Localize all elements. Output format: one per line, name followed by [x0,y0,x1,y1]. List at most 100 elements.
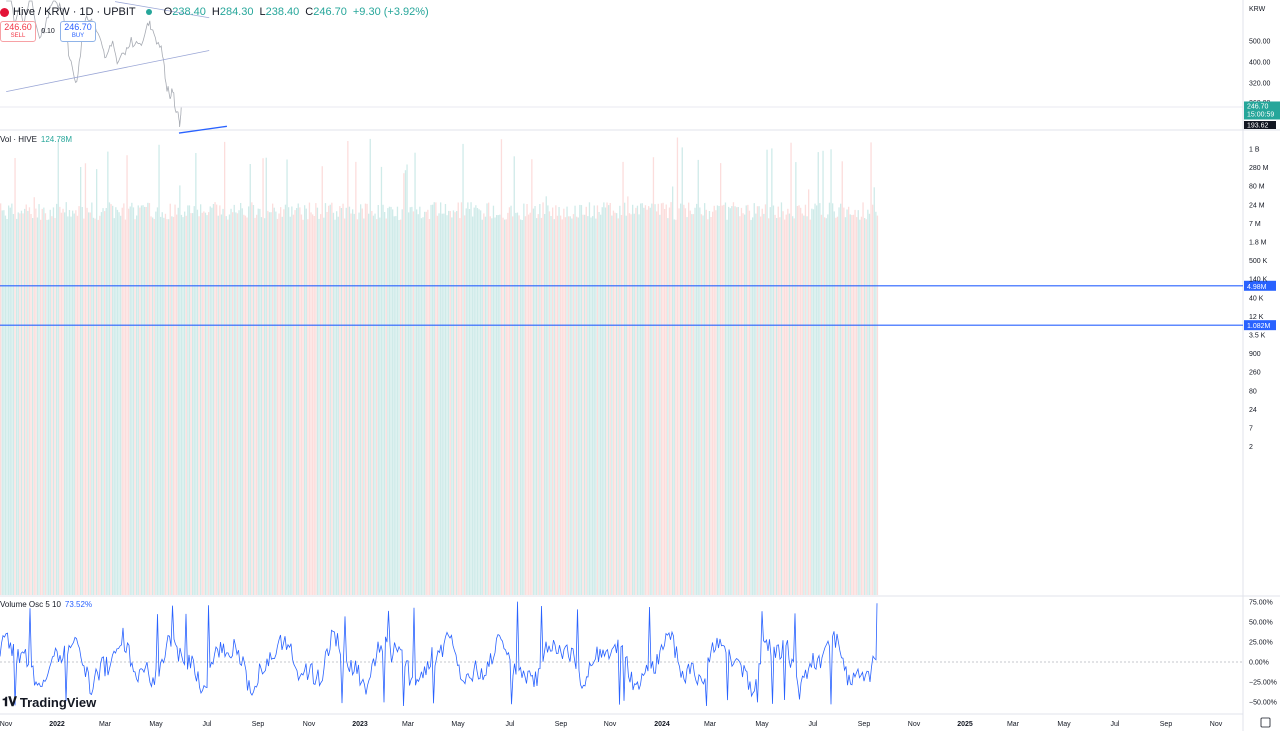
volume-bar [443,213,445,595]
low-value: 238.40 [265,6,300,18]
volume-bar [604,207,607,595]
volume-bar [862,202,864,595]
volume-bar [390,206,392,595]
volume-axis-tick: 24 [1249,407,1257,414]
volume-bar [737,207,739,595]
volume-bar [331,202,333,595]
volume-legend[interactable]: Vol · HIVE 124.78M [0,135,72,144]
volume-bar [444,204,447,595]
volume-bar [265,157,267,595]
volume-bar [707,219,709,596]
volume-bar [774,214,776,595]
volume-bar [696,203,698,595]
volume-bar [574,205,576,595]
volume-bar [163,217,165,596]
volume-bar [91,202,93,595]
volume-bar [721,205,723,595]
time-axis-tick: Sep [555,721,568,728]
volume-bar [627,196,629,595]
open-value: 238.40 [172,6,206,18]
volume-bar [182,217,184,595]
volume-bar [49,209,51,596]
volume-bar [380,166,383,595]
volume-bar [233,204,235,595]
volume-bar [436,215,439,596]
buy-button[interactable]: 246.70 BUY [60,21,96,42]
volume-bar [473,207,475,595]
volume-bar [680,203,682,595]
volume-bar [67,216,69,595]
volume-bar [800,207,802,596]
volume-bar [452,210,455,595]
volume-bar [372,215,375,595]
volume-bar [593,205,595,595]
volume-bar [51,216,53,595]
volume-bar [819,203,821,595]
volume-bar [38,204,40,595]
volume-bar [676,137,679,595]
volume-bar [411,206,413,595]
volume-bar [433,202,435,595]
volume-bar [371,211,373,595]
tradingview-logo[interactable]: 𝟏𝐕 TradingView [2,694,96,710]
low-label: L [259,6,266,18]
volume-bar [156,207,159,595]
symbol-title[interactable]: Hive / KRW · 1D · UPBIT [13,6,136,18]
oscillator-series [0,601,878,707]
volume-bar [838,207,840,595]
volume-bar [632,204,634,596]
settings-icon [1260,717,1271,728]
volume-bar [46,219,48,595]
volume-bar [352,209,354,596]
oscillator-axis-tick: 25.00% [1249,640,1273,647]
volume-bar [251,202,253,596]
volume-bar [4,215,7,595]
volume-bar [441,213,443,595]
volume-bar [502,217,504,595]
volume-bar [795,162,797,595]
volume-bar [734,206,736,596]
volume-bar [643,207,645,596]
volume-bar [174,204,176,595]
volume-bar [68,210,71,595]
volume-bar [644,205,647,595]
volume-bar [769,207,771,595]
volume-bar [588,202,591,596]
time-axis-tick: Nov [908,721,921,728]
volume-bar [169,203,171,595]
volume-bar [289,216,291,595]
volume-bar [360,204,362,596]
volume-bar [667,218,669,595]
volume-bar [296,208,298,595]
volume-bar [684,208,687,596]
volume-bar [491,218,493,596]
volume-bar [283,209,285,596]
volume-axis-tick: 7 M [1249,221,1261,228]
volume-bar [814,203,816,595]
volume-bar [254,217,256,595]
currency-label[interactable]: KRW [1249,6,1266,13]
trendline [178,125,227,134]
volume-bar [59,206,61,595]
volume-bar [584,214,586,596]
sell-button[interactable]: 246.60 SELL [0,21,36,42]
volume-bar [32,218,34,595]
volume-bar [203,211,205,595]
volume-bar [768,218,770,596]
volume-bar [856,217,858,595]
volume-axis-tick: 280 M [1249,165,1269,172]
volume-bar [123,203,125,595]
volume-bar [745,205,747,595]
volume-bar [505,219,507,596]
volume-bar [534,206,536,595]
volume-bar [209,206,211,595]
volume-bar [489,216,491,596]
volume-bar [848,206,850,596]
trade-buttons: 246.60 SELL 0.10 246.70 BUY [0,21,96,42]
oscillator-legend[interactable]: Volume Osc 5 10 73.52% [0,600,92,609]
volume-bar [361,208,363,595]
volume-bar [545,196,547,596]
volume-bar [286,159,288,595]
oscillator-axis-tick: 75.00% [1249,600,1273,607]
